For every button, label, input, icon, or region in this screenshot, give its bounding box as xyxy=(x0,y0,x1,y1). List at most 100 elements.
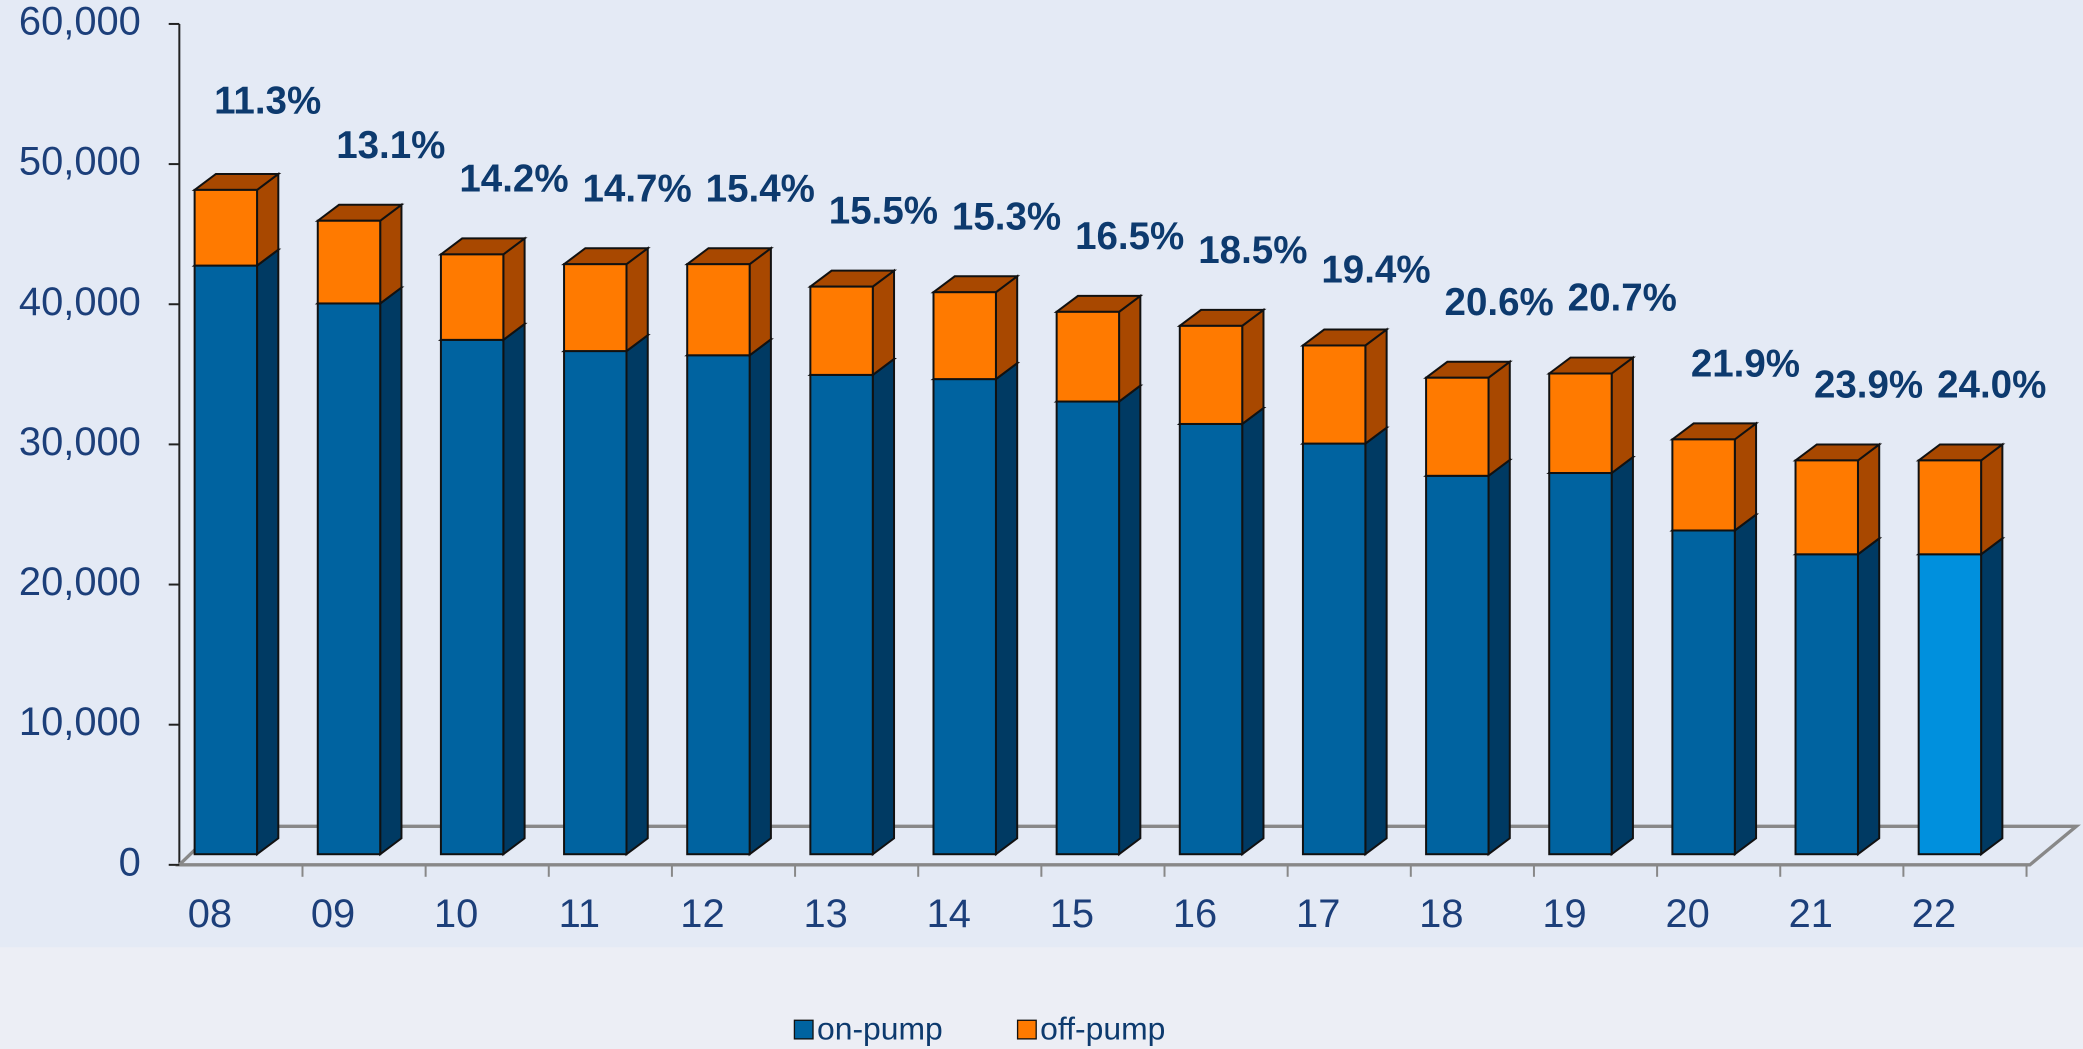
percent-label: 15.3% xyxy=(952,195,1061,238)
x-tick-label: 17 xyxy=(1296,892,1340,936)
x-tick-label: 14 xyxy=(927,892,971,936)
bar-side xyxy=(1610,355,1634,476)
y-tick-label: 40,000 xyxy=(19,280,141,324)
percent-label: 24.0% xyxy=(1937,364,2046,407)
bar xyxy=(809,373,874,856)
percent-label: 23.9% xyxy=(1814,364,1923,407)
bar-side xyxy=(1980,442,2004,557)
x-tick-label: 21 xyxy=(1789,892,1833,936)
legend-swatch xyxy=(1016,1019,1037,1040)
percent-label: 15.5% xyxy=(829,190,938,233)
legend-swatch xyxy=(793,1019,814,1040)
y-tick-label: 20,000 xyxy=(19,560,141,604)
bar-side xyxy=(1856,536,1881,857)
bar xyxy=(686,263,751,357)
bar-side xyxy=(1118,383,1142,857)
percent-label: 15.4% xyxy=(706,167,815,210)
plot-background xyxy=(0,0,2083,947)
x-tick-label: 19 xyxy=(1542,892,1586,936)
bar-side xyxy=(625,246,649,354)
percent-label: 19.4% xyxy=(1321,249,1430,292)
bar-side xyxy=(625,333,649,857)
bar-side xyxy=(1364,425,1388,857)
percent-label: 21.9% xyxy=(1691,342,1800,385)
bar-side xyxy=(502,236,526,342)
bar xyxy=(1671,529,1736,856)
percent-label: 20.6% xyxy=(1445,281,1554,324)
percent-label: 13.1% xyxy=(336,124,445,167)
bar-side xyxy=(1118,293,1142,404)
bar xyxy=(439,338,505,856)
percent-label: 16.5% xyxy=(1075,215,1184,258)
bar-side xyxy=(502,321,526,857)
bar xyxy=(1178,324,1244,425)
y-tick-label: 50,000 xyxy=(19,140,141,184)
x-tick-label: 09 xyxy=(311,892,355,936)
bar xyxy=(1055,400,1121,856)
bar-side xyxy=(1241,307,1265,426)
bar xyxy=(686,354,751,856)
x-tick-label: 10 xyxy=(434,892,478,936)
bar-side xyxy=(379,285,403,857)
bar-side xyxy=(1733,421,1758,533)
bar xyxy=(316,219,382,305)
percent-label: 14.2% xyxy=(459,157,568,200)
percent-label: 11.3% xyxy=(214,80,321,123)
bar xyxy=(1425,474,1490,856)
bar xyxy=(1548,472,1613,856)
percent-label: 18.5% xyxy=(1198,229,1307,272)
bar xyxy=(932,291,997,381)
x-tick-label: 15 xyxy=(1050,892,1094,936)
percent-label: 14.7% xyxy=(583,167,692,210)
bar xyxy=(1917,459,1983,556)
bar xyxy=(439,253,505,341)
x-tick-label: 13 xyxy=(803,892,847,936)
bar-side xyxy=(871,356,896,857)
bar xyxy=(1425,376,1490,477)
bar xyxy=(563,263,628,353)
bar-side xyxy=(748,246,772,358)
y-tick-label: 10,000 xyxy=(19,700,141,744)
bar-side xyxy=(1610,455,1634,857)
y-tick-label: 30,000 xyxy=(19,420,141,464)
y-tick-label: 0 xyxy=(119,840,141,884)
x-tick-label: 18 xyxy=(1419,892,1463,936)
bar xyxy=(932,378,997,856)
bar xyxy=(1055,310,1121,403)
bar xyxy=(193,264,259,856)
bar-side xyxy=(871,268,896,377)
bar-side xyxy=(994,361,1019,857)
bar-side xyxy=(256,247,280,857)
bar-side xyxy=(1980,536,2004,857)
bar-side xyxy=(1241,406,1265,857)
bar-side xyxy=(1856,442,1881,557)
bar xyxy=(563,350,628,856)
bar xyxy=(1301,344,1367,445)
bar-side xyxy=(1487,457,1511,857)
bar-side xyxy=(1733,512,1758,857)
bar xyxy=(316,302,382,856)
bar xyxy=(1794,459,1859,556)
x-tick-label: 22 xyxy=(1912,892,1956,936)
bar xyxy=(1671,438,1736,532)
x-tick-label: 16 xyxy=(1173,892,1217,936)
legend-label: on-pump xyxy=(817,1010,943,1046)
bar xyxy=(1178,422,1244,856)
bar-side xyxy=(748,337,772,857)
bar xyxy=(809,285,874,376)
bar-side xyxy=(994,274,1019,382)
bar xyxy=(1917,553,1983,856)
legend-label: off-pump xyxy=(1040,1010,1165,1046)
bar xyxy=(1301,442,1367,856)
bar-side xyxy=(1487,359,1511,478)
bar xyxy=(1548,372,1613,475)
y-tick-label: 60,000 xyxy=(19,0,141,43)
x-tick-label: 08 xyxy=(188,892,232,936)
x-tick-label: 20 xyxy=(1665,892,1709,936)
percent-label: 20.7% xyxy=(1568,277,1677,320)
x-tick-label: 12 xyxy=(680,892,724,936)
bar xyxy=(193,188,259,267)
bar-side xyxy=(1364,327,1388,446)
x-tick-label: 11 xyxy=(559,892,600,936)
